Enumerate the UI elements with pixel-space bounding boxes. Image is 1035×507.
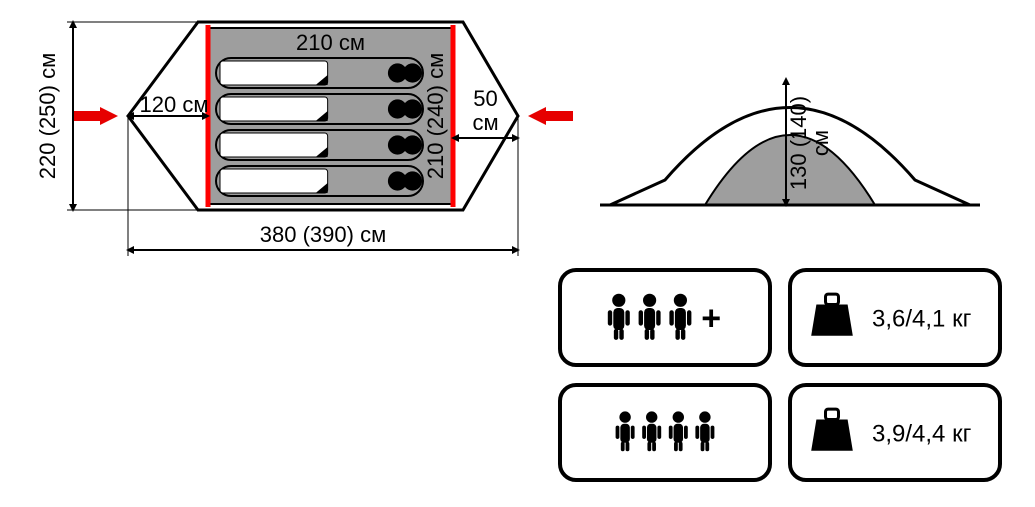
entrance-arrow [73,107,118,125]
weight-badge: 3,6/4,1 кг [790,270,1000,365]
weight-text: 3,6/4,1 кг [872,306,972,333]
sideview-diagram: 130 (140)см [600,79,980,205]
weight-text: 3,9/4,4 кг [872,421,972,448]
capacity-badge: + [560,270,770,365]
outer-width-label: 380 (390) см [260,222,386,247]
inner-width-label: 210 см [296,30,365,55]
vestibule-left-label: 120 см [140,92,209,117]
capacity-badge [560,385,770,480]
plus-icon: + [701,300,721,338]
weight-badge: 3,9/4,4 кг [790,385,1000,480]
topview-diagram: 210 см 210 (240) см 120 см 50см 220 (250) см… [35,22,573,256]
inner-depth-label: 210 (240) см [423,53,448,179]
tent-height-unit: см [808,130,833,156]
outer-height-label: 220 (250) см [35,53,60,179]
vestibule-right-label-2: см [472,110,498,135]
vestibule-right-label-1: 50 [473,86,497,111]
entrance-arrow [528,107,573,125]
